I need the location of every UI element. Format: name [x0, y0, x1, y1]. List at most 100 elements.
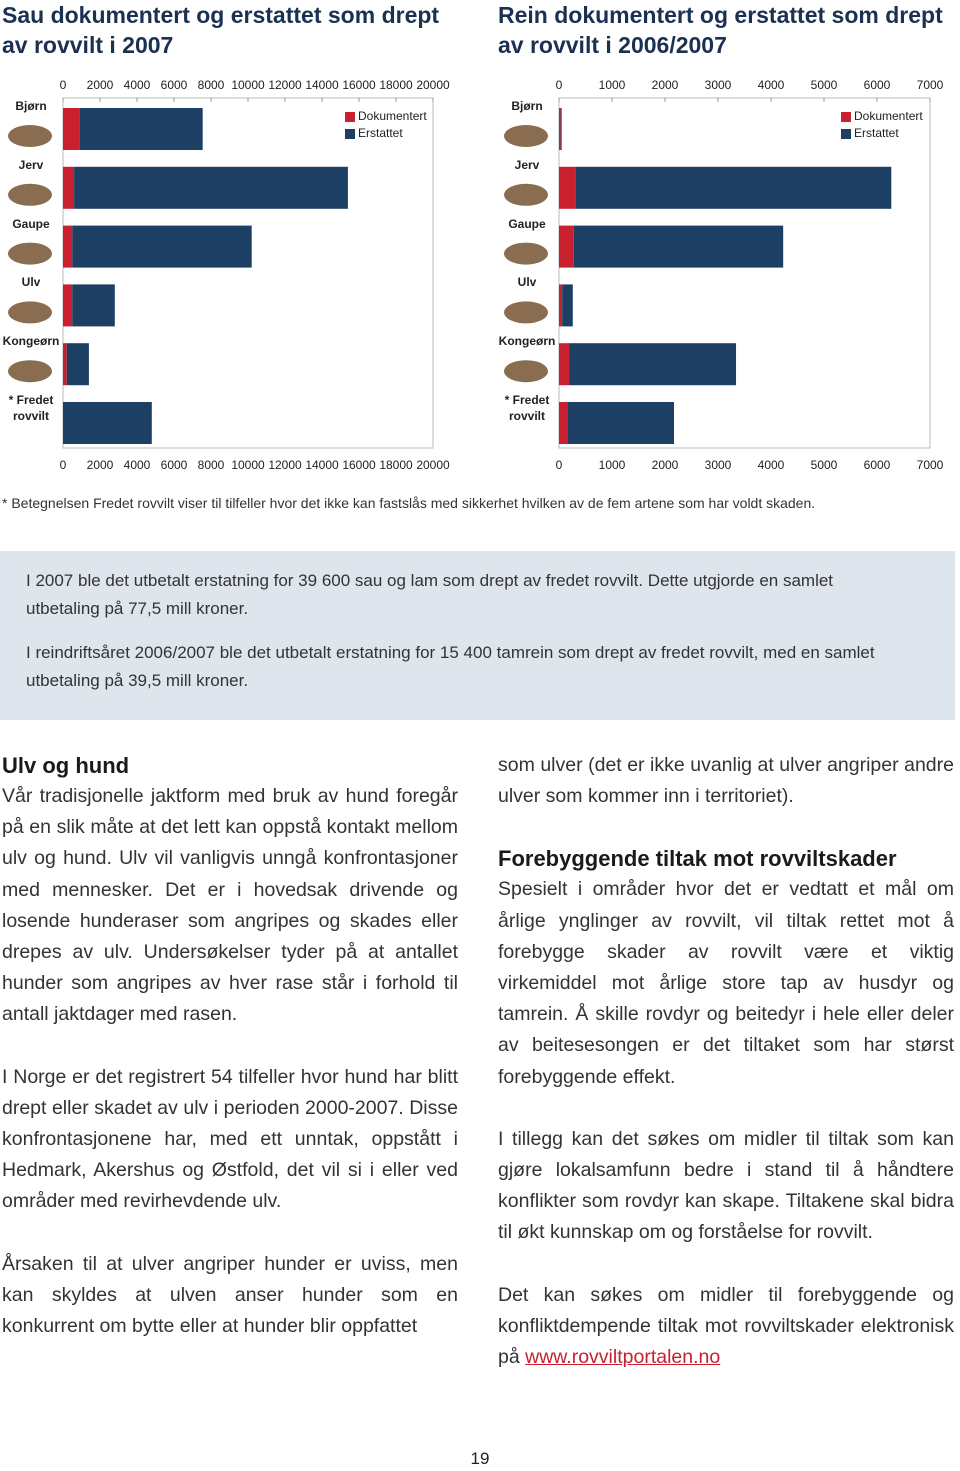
- bar-segment: [573, 225, 784, 268]
- charts: 0020002000400040006000600080008000100001…: [2, 78, 944, 472]
- x-tick-label: 14000: [305, 458, 339, 472]
- animal-icon: [504, 183, 548, 206]
- info-text: I 2007 ble det utbetalt erstatning for 3…: [26, 571, 834, 618]
- x-tick-label: 5000: [811, 78, 838, 92]
- category-label: Kongeørn: [498, 334, 556, 349]
- legend-label: Dokumentert: [854, 109, 923, 123]
- bar-segment: [575, 166, 892, 209]
- heading: Ulv og hund: [2, 753, 130, 778]
- legend-swatch: [841, 129, 851, 139]
- category-label-box: Ulv: [21, 275, 41, 290]
- plot-frame: [558, 97, 931, 449]
- bar-segment: [79, 108, 203, 150]
- x-tick-label: 6000: [864, 458, 891, 472]
- paragraph: Det kan søkes om midler til forebyggende…: [498, 1280, 954, 1374]
- x-tick-label: 4000: [758, 78, 785, 92]
- category-label: Jerv: [18, 157, 44, 172]
- legend-label: Erstattet: [854, 126, 899, 140]
- category-label: Kongeørn: [2, 334, 60, 349]
- category-label: * Fredet rovvilt: [8, 393, 54, 423]
- animal-icon: [8, 183, 52, 206]
- bar-segment: [63, 225, 73, 268]
- category-label-box: Gaupe: [508, 216, 546, 231]
- x-tick-label: 6000: [161, 458, 188, 472]
- x-tick-label: 6000: [161, 78, 188, 92]
- animal-icon: [504, 242, 548, 265]
- x-tick-label: 18000: [379, 458, 413, 472]
- category-label-box: Kongeørn: [498, 334, 556, 349]
- category-label-box: Jerv: [515, 158, 540, 172]
- x-tick-label: 18000: [379, 78, 413, 92]
- x-tick-label: 2000: [652, 458, 679, 472]
- category-label-box: Bjørn: [15, 99, 47, 113]
- link[interactable]: www.rovviltportalen.no: [525, 1346, 721, 1369]
- paragraph: I tillegg kan det søkes om midler til ti…: [498, 1127, 954, 1244]
- legend-swatch: [345, 112, 355, 122]
- footnote: * Betegnelsen Fredet rovvilt viser til t…: [2, 495, 816, 511]
- category-label-box: * Fredet rovvilt: [504, 393, 550, 423]
- category-label-box: Kongeørn: [2, 334, 60, 349]
- paragraph: Vår tradisjonelle jaktform med bruk av h…: [2, 785, 458, 1026]
- x-tick-label: 1000: [599, 458, 626, 472]
- x-tick-label: 12000: [268, 78, 302, 92]
- x-tick-label: 8000: [198, 78, 225, 92]
- x-tick-label: 14000: [305, 78, 339, 92]
- paragraph: Spesielt i områder hvor det er vedtatt e…: [498, 878, 954, 1088]
- bar-segment: [560, 108, 562, 150]
- bar-segment: [63, 108, 80, 150]
- legend-label: Erstattet: [358, 126, 403, 140]
- animal-icon: [504, 301, 548, 324]
- x-tick-label: 10000: [231, 458, 265, 472]
- animal-icon: [504, 360, 548, 383]
- animal-icon: [8, 125, 52, 147]
- category-label: Ulv: [21, 275, 41, 290]
- category-label: * Fredet rovvilt: [504, 393, 550, 423]
- x-tick-label: 0: [60, 78, 67, 92]
- category-label: Bjørn: [15, 99, 47, 113]
- column-left: Ulv og hund Vår tradisjonelle jaktform m…: [2, 750, 458, 1373]
- x-tick-label: 20000: [416, 78, 450, 92]
- category-label-box: Gaupe: [12, 216, 50, 231]
- bar-segment: [559, 343, 570, 386]
- x-tick-label: 1000: [599, 78, 626, 92]
- category-label: Bjørn: [511, 99, 543, 113]
- info-box: I 2007 ble det utbetalt erstatning for 3…: [0, 551, 955, 720]
- chart-title: Rein dokumentert og erstattet som drept …: [498, 2, 943, 58]
- animal-icon: [504, 125, 548, 147]
- bar-segment: [72, 225, 252, 268]
- legend-label: Dokumentert: [358, 109, 427, 123]
- heading: Forebyggende tiltak mot rovviltskader: [498, 846, 897, 872]
- bar-segment: [63, 402, 152, 444]
- chart-title: Sau dokumentert og erstattet som drept a…: [2, 2, 440, 58]
- animal-icon: [8, 360, 52, 383]
- bar-segment: [63, 284, 73, 327]
- x-tick-label: 2000: [652, 78, 679, 92]
- category-label: Ulv: [517, 275, 537, 290]
- x-tick-label: 8000: [198, 458, 225, 472]
- plot-frame: [62, 97, 434, 449]
- category-label-box: * Fredet rovvilt: [8, 393, 54, 423]
- paragraph: Årsaken til at ulver angriper hunder er …: [2, 1252, 458, 1338]
- paragraph: som ulver (det er ikke uvanlig at ulver …: [498, 754, 954, 808]
- bar-segment: [72, 284, 115, 327]
- page-number: 19: [470, 1449, 490, 1468]
- bar-segment: [562, 284, 573, 327]
- x-tick-label: 2000: [87, 78, 114, 92]
- category-label-box: Ulv: [517, 275, 537, 290]
- bar-segment: [568, 402, 675, 444]
- legend-swatch: [345, 129, 355, 139]
- x-tick-label: 5000: [811, 458, 838, 472]
- paragraph: I Norge er det registrert 54 tilfeller h…: [2, 1065, 458, 1213]
- x-tick-label: 3000: [705, 458, 732, 472]
- category-label: Gaupe: [508, 216, 546, 231]
- bar-segment: [559, 108, 561, 150]
- bar-segment: [66, 343, 89, 386]
- category-label-box: Bjørn: [511, 99, 543, 113]
- category-label-box: Jerv: [18, 157, 44, 172]
- x-tick-label: 12000: [268, 458, 302, 472]
- x-tick-label: 0: [60, 458, 67, 472]
- x-tick-label: 4000: [758, 458, 785, 472]
- paragraph-text: Det kan søkes om midler til forebyggende…: [498, 1283, 954, 1369]
- category-label: Gaupe: [12, 216, 50, 231]
